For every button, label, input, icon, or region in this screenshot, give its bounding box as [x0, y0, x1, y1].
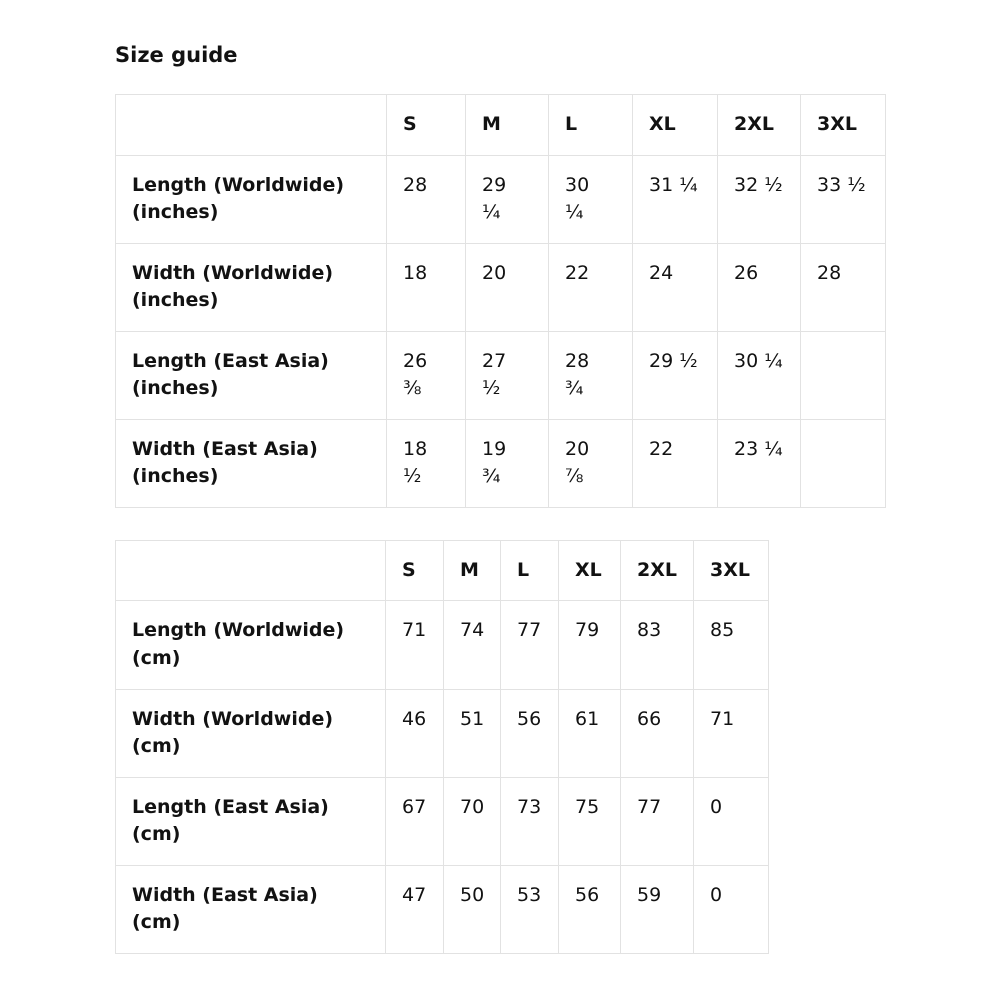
- corner-cell: [115, 539, 386, 602]
- size-value: 22: [548, 242, 633, 332]
- size-value: 23 ¼: [717, 418, 801, 508]
- table-row: Length (Worldwide) (cm) 71 74 77 79 83 8…: [115, 600, 769, 690]
- size-value: 66: [620, 688, 694, 778]
- size-value: [800, 418, 886, 508]
- size-value: 26 ⅜: [386, 330, 466, 420]
- row-label: Length (Worldwide) (inches): [115, 154, 387, 244]
- table-row: Width (East Asia) (cm) 47 50 53 56 59 0: [115, 864, 769, 954]
- size-value: 0: [693, 864, 769, 954]
- size-value: 32 ½: [717, 154, 801, 244]
- size-value: 56: [500, 688, 559, 778]
- table-row: Length (East Asia) (cm) 67 70 73 75 77 0: [115, 776, 769, 866]
- page-title: Size guide: [115, 43, 238, 67]
- row-label: Width (East Asia) (inches): [115, 418, 387, 508]
- size-value: 22: [632, 418, 718, 508]
- size-value: 24: [632, 242, 718, 332]
- header-row: S M L XL 2XL 3XL: [115, 539, 769, 602]
- row-label: Length (East Asia) (cm): [115, 776, 386, 866]
- row-label: Length (East Asia) (inches): [115, 330, 387, 420]
- row-label: Length (Worldwide) (cm): [115, 600, 386, 690]
- row-label: Width (Worldwide) (inches): [115, 242, 387, 332]
- table-row: Length (Worldwide) (inches) 28 29 ¼ 30 ¼…: [115, 154, 886, 244]
- column-header-2xl: 2XL: [717, 94, 801, 156]
- size-value: 0: [693, 776, 769, 866]
- size-value: 18 ½: [386, 418, 466, 508]
- size-value: 61: [558, 688, 621, 778]
- header-row: S M L XL 2XL 3XL: [115, 94, 886, 156]
- size-value: 28: [800, 242, 886, 332]
- column-header-s: S: [386, 94, 466, 156]
- column-header-2xl: 2XL: [620, 539, 694, 602]
- size-value: 75: [558, 776, 621, 866]
- size-value: 53: [500, 864, 559, 954]
- size-value: 29 ¼: [465, 154, 549, 244]
- row-label: Width (East Asia) (cm): [115, 864, 386, 954]
- column-header-xl: XL: [632, 94, 718, 156]
- size-value: 50: [443, 864, 501, 954]
- size-value: 28: [386, 154, 466, 244]
- size-value: 27 ½: [465, 330, 549, 420]
- size-value: 26: [717, 242, 801, 332]
- size-value: 56: [558, 864, 621, 954]
- table-row: Width (Worldwide) (cm) 46 51 56 61 66 71: [115, 688, 769, 778]
- size-value: 77: [500, 600, 559, 690]
- size-value: 33 ½: [800, 154, 886, 244]
- size-value: 29 ½: [632, 330, 718, 420]
- size-value: 30 ¼: [717, 330, 801, 420]
- table-row: Width (East Asia) (inches) 18 ½ 19 ¾ 20 …: [115, 418, 886, 508]
- size-table-cm: S M L XL 2XL 3XL Length (Worldwide) (cm)…: [115, 539, 769, 954]
- size-value: 85: [693, 600, 769, 690]
- size-value: 70: [443, 776, 501, 866]
- table-row: Width (Worldwide) (inches) 18 20 22 24 2…: [115, 242, 886, 332]
- size-value: 19 ¾: [465, 418, 549, 508]
- size-value: 79: [558, 600, 621, 690]
- size-value: 59: [620, 864, 694, 954]
- size-value: [800, 330, 886, 420]
- column-header-s: S: [385, 539, 444, 602]
- size-value: 46: [385, 688, 444, 778]
- size-value: 74: [443, 600, 501, 690]
- column-header-m: M: [443, 539, 501, 602]
- corner-cell: [115, 94, 387, 156]
- size-value: 73: [500, 776, 559, 866]
- size-value: 71: [693, 688, 769, 778]
- column-header-l: L: [548, 94, 633, 156]
- size-table-inches: S M L XL 2XL 3XL Length (Worldwide) (inc…: [115, 94, 886, 508]
- size-value: 20 ⅞: [548, 418, 633, 508]
- size-value: 28 ¾: [548, 330, 633, 420]
- size-value: 47: [385, 864, 444, 954]
- size-value: 51: [443, 688, 501, 778]
- row-label: Width (Worldwide) (cm): [115, 688, 386, 778]
- table-row: Length (East Asia) (inches) 26 ⅜ 27 ½ 28…: [115, 330, 886, 420]
- size-value: 77: [620, 776, 694, 866]
- size-value: 83: [620, 600, 694, 690]
- size-value: 20: [465, 242, 549, 332]
- column-header-3xl: 3XL: [693, 539, 769, 602]
- size-value: 71: [385, 600, 444, 690]
- column-header-3xl: 3XL: [800, 94, 886, 156]
- column-header-m: M: [465, 94, 549, 156]
- size-value: 30 ¼: [548, 154, 633, 244]
- column-header-xl: XL: [558, 539, 621, 602]
- size-value: 18: [386, 242, 466, 332]
- column-header-l: L: [500, 539, 559, 602]
- size-value: 67: [385, 776, 444, 866]
- size-value: 31 ¼: [632, 154, 718, 244]
